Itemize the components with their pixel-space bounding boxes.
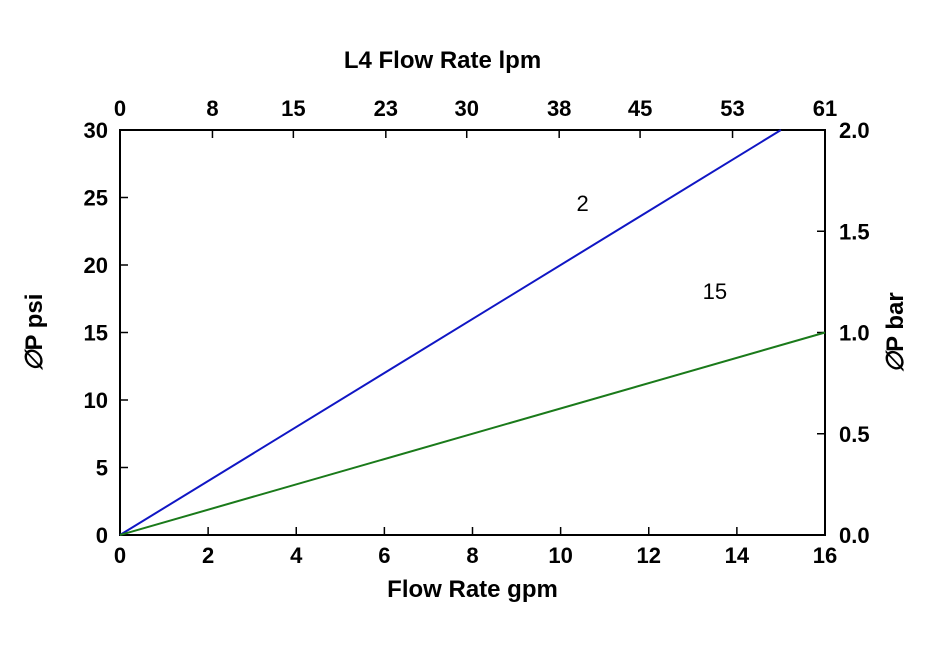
ytick-right-label: 1.0 (839, 321, 870, 346)
left-axis-title: ∅P psi (21, 294, 48, 372)
ytick-right-label: 1.5 (839, 219, 870, 244)
xtick-bottom-label: 8 (466, 543, 478, 568)
xtick-bottom-label: 0 (114, 543, 126, 568)
xtick-top-label: 0 (114, 96, 126, 121)
xtick-bottom-label: 16 (813, 543, 837, 568)
xtick-bottom-label: 6 (378, 543, 390, 568)
ytick-left-label: 25 (84, 186, 108, 211)
xtick-top-label: 23 (374, 96, 398, 121)
xtick-bottom-label: 4 (290, 543, 303, 568)
ytick-left-label: 10 (84, 388, 108, 413)
right-axis-title: ∅P bar (882, 292, 909, 373)
xtick-bottom-label: 10 (548, 543, 572, 568)
xtick-bottom-label: 12 (637, 543, 661, 568)
xtick-top-label: 45 (628, 96, 652, 121)
xtick-top-label: 53 (720, 96, 744, 121)
top-axis-title: L4 Flow Rate lpm (344, 47, 541, 74)
xtick-top-label: 15 (281, 96, 305, 121)
ytick-left-label: 30 (84, 118, 108, 143)
ytick-left-label: 5 (96, 456, 108, 481)
xtick-top-label: 38 (547, 96, 571, 121)
ytick-left-label: 20 (84, 253, 108, 278)
ytick-left-label: 15 (84, 321, 108, 346)
series-label-2: 2 (577, 191, 589, 216)
ytick-right-label: 0.0 (839, 523, 870, 548)
series-label-15: 15 (703, 279, 727, 304)
xtick-bottom-label: 2 (202, 543, 214, 568)
chart-svg: 0 2 4 6 8 10 12 14 16 0 8 15 23 30 38 45 53 61 0 5 10 15 20 25 3… (0, 0, 928, 672)
ytick-right-label: 0.5 (839, 422, 870, 447)
bottom-axis-title: Flow Rate gpm (387, 576, 558, 603)
xtick-top-label: 30 (454, 96, 478, 121)
xtick-top-label: 8 (206, 96, 218, 121)
chart-container: 0 2 4 6 8 10 12 14 16 0 8 15 23 30 38 45 53 61 0 5 10 15 20 25 3… (0, 0, 928, 672)
ytick-right-label: 2.0 (839, 118, 870, 143)
ytick-left-label: 0 (96, 523, 108, 548)
xtick-top-label: 61 (813, 96, 837, 121)
xtick-bottom-label: 14 (725, 543, 750, 568)
